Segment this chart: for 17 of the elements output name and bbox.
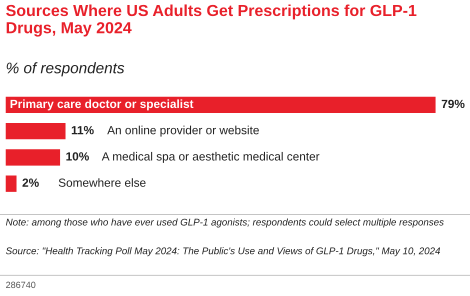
data-label: 11% <box>72 126 94 134</box>
y-tick-label: Somewhere else <box>58 178 146 187</box>
y-tick-label: An online provider or website <box>107 126 259 137</box>
text: Note: among those who have ever used GLP-1 agonists; respondents could select multiple responses <box>6 218 444 228</box>
chart-subtitle: % of respondents <box>6 62 124 76</box>
chart-title: Sources Where US Adults Get Prescriptions for GLP-1 Drugs, May 2024 <box>6 4 416 37</box>
bar <box>6 149 60 166</box>
bar <box>6 123 66 140</box>
bar <box>6 96 436 114</box>
text: 286740 <box>6 282 36 288</box>
y-tick-label: A medical spa or aesthetic medical center <box>102 152 320 163</box>
source-note: Source: "Health Tracking Poll May 2024: The Public's Use and Views of GLP-1 Drugs," May 10, 2024 <box>6 247 440 256</box>
data-label: 10% <box>66 152 89 161</box>
bar <box>6 176 17 192</box>
data-label: 2% <box>22 178 39 187</box>
y-tick-label: Primary care doctor or specialist <box>10 99 194 110</box>
data-label: 79% <box>442 100 465 108</box>
